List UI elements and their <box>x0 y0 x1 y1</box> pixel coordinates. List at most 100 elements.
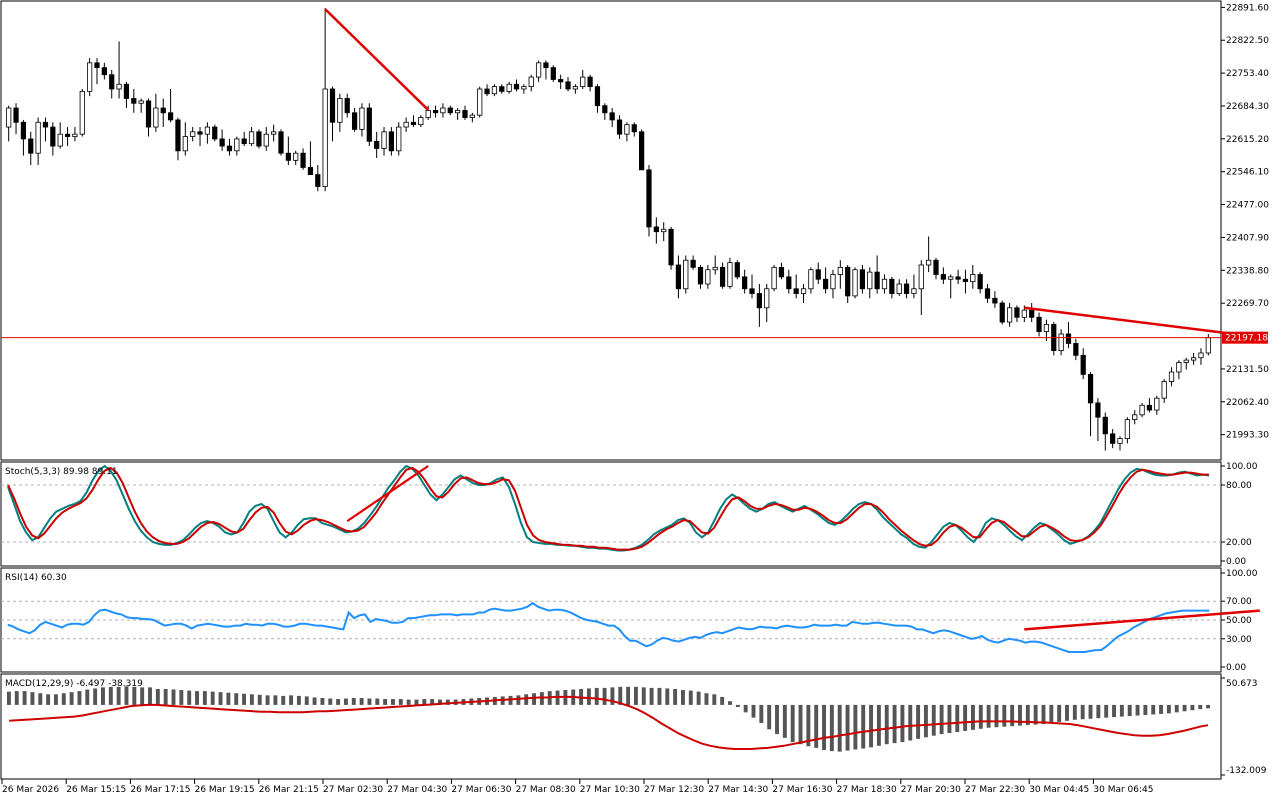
candle[interactable] <box>602 103 608 120</box>
candle[interactable] <box>1110 429 1116 449</box>
candle[interactable] <box>528 74 534 92</box>
candle[interactable] <box>992 291 998 308</box>
stoch-trendline[interactable] <box>346 465 429 523</box>
rsi-trendline[interactable] <box>1024 609 1260 631</box>
candle[interactable] <box>256 129 262 149</box>
candle[interactable] <box>675 255 682 299</box>
candle[interactable] <box>167 88 174 123</box>
candle[interactable] <box>50 122 56 156</box>
candle[interactable] <box>867 267 873 299</box>
candle[interactable] <box>587 74 593 92</box>
candle[interactable] <box>28 131 34 166</box>
candle[interactable] <box>1176 360 1182 380</box>
candle[interactable] <box>418 115 424 128</box>
candle[interactable] <box>197 127 203 147</box>
candle[interactable] <box>212 124 218 142</box>
candle[interactable] <box>580 69 586 89</box>
candle[interactable] <box>1006 303 1013 327</box>
candle[interactable] <box>6 105 12 142</box>
candle[interactable] <box>756 284 762 327</box>
candle[interactable] <box>1036 312 1042 337</box>
candle[interactable] <box>940 267 946 285</box>
candle[interactable] <box>359 103 365 137</box>
candle[interactable] <box>852 267 858 299</box>
candle[interactable] <box>1014 305 1020 323</box>
candle[interactable] <box>351 108 358 132</box>
candle[interactable] <box>234 136 240 156</box>
candle[interactable] <box>661 222 667 242</box>
candle[interactable] <box>639 129 645 171</box>
candle[interactable] <box>190 127 196 142</box>
candle[interactable] <box>734 260 740 280</box>
candle[interactable] <box>1146 398 1153 413</box>
candle[interactable] <box>697 264 704 289</box>
candle[interactable] <box>344 93 350 118</box>
candle[interactable] <box>175 117 181 161</box>
candle[interactable] <box>970 264 976 289</box>
candle[interactable] <box>1198 348 1204 365</box>
candle[interactable] <box>572 84 578 94</box>
candle[interactable] <box>727 257 733 289</box>
candle[interactable] <box>565 77 571 92</box>
candle[interactable] <box>293 150 299 166</box>
candle[interactable] <box>808 267 814 294</box>
candle[interactable] <box>778 262 785 280</box>
candle[interactable] <box>550 65 556 82</box>
candle[interactable] <box>594 84 601 113</box>
candle[interactable] <box>690 255 696 270</box>
candle[interactable] <box>558 74 564 89</box>
candle[interactable] <box>329 86 336 142</box>
candle[interactable] <box>79 88 85 137</box>
candle[interactable] <box>64 127 71 147</box>
candle[interactable] <box>403 117 409 132</box>
candle[interactable] <box>462 105 468 120</box>
candle[interactable] <box>668 226 674 270</box>
candle[interactable] <box>1065 322 1072 349</box>
candle[interactable] <box>1095 398 1101 441</box>
candle[interactable] <box>535 60 542 82</box>
candle[interactable] <box>955 269 961 285</box>
candle[interactable] <box>87 58 93 97</box>
candle[interactable] <box>160 98 166 128</box>
candle[interactable] <box>705 264 711 289</box>
candle[interactable] <box>683 255 689 294</box>
candle[interactable] <box>830 269 836 299</box>
candle[interactable] <box>1058 329 1064 356</box>
candle[interactable] <box>20 119 27 156</box>
candle[interactable] <box>896 279 902 296</box>
candle[interactable] <box>889 276 895 299</box>
candle[interactable] <box>1051 322 1057 356</box>
candle[interactable] <box>337 93 343 132</box>
candle[interactable] <box>182 122 188 156</box>
candle[interactable] <box>911 274 917 299</box>
candle[interactable] <box>109 69 115 99</box>
candle[interactable] <box>153 93 159 132</box>
candle[interactable] <box>477 86 483 118</box>
candle[interactable] <box>1080 348 1086 380</box>
macd-panel[interactable] <box>0 673 1222 780</box>
candle[interactable] <box>455 108 461 120</box>
candle[interactable] <box>263 127 269 151</box>
candle[interactable] <box>410 115 417 128</box>
candle[interactable] <box>543 60 549 80</box>
candle[interactable] <box>307 141 314 176</box>
candle[interactable] <box>903 279 910 299</box>
candle[interactable] <box>999 300 1005 325</box>
candle[interactable] <box>131 88 137 113</box>
candle[interactable] <box>712 255 718 275</box>
candle[interactable] <box>226 138 233 156</box>
candle[interactable] <box>388 127 394 156</box>
candle[interactable] <box>962 269 969 294</box>
candle[interactable] <box>646 165 652 237</box>
candle[interactable] <box>984 284 991 304</box>
candle[interactable] <box>513 79 520 92</box>
candle[interactable] <box>1124 417 1130 444</box>
candle[interactable] <box>447 105 453 116</box>
candle[interactable] <box>1029 303 1035 323</box>
candle[interactable] <box>278 129 284 156</box>
candle[interactable] <box>1168 367 1175 387</box>
candle[interactable] <box>948 274 954 299</box>
candle[interactable] <box>1117 436 1123 451</box>
candle[interactable] <box>616 115 623 139</box>
